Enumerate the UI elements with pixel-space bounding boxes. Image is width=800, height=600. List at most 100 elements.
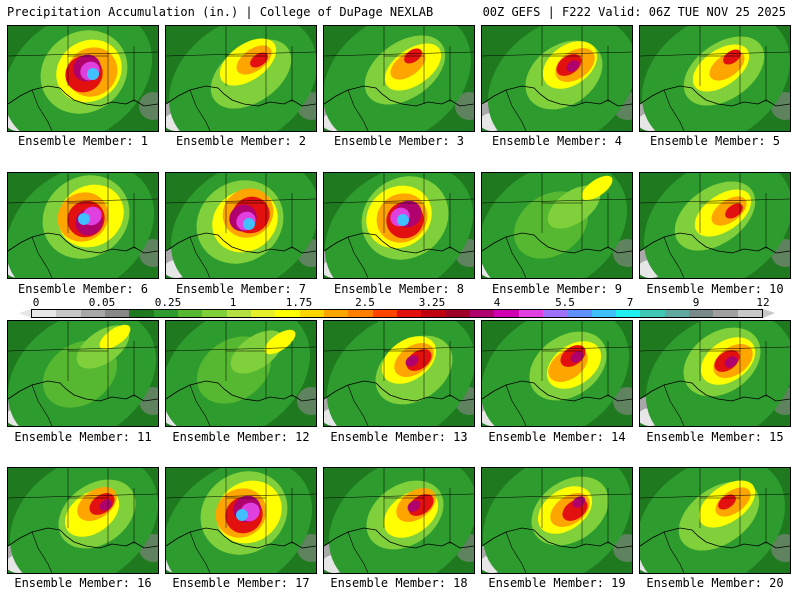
- ensemble-panel: [481, 467, 633, 574]
- precip-map: [324, 26, 474, 131]
- ensemble-member-label: Ensemble Member: 18: [330, 576, 468, 590]
- ensemble-member-label: Ensemble Member: 12: [172, 430, 310, 444]
- color-scale-cell: [664, 310, 689, 317]
- color-scale-tick-label: 0.05: [88, 296, 116, 309]
- ensemble-member-label: Ensemble Member: 1: [17, 134, 149, 148]
- ensemble-member-label: Ensemble Member: 14: [488, 430, 626, 444]
- precip-map: [166, 468, 316, 573]
- color-scale-cell: [275, 310, 300, 317]
- precip-map: [482, 321, 632, 426]
- precip-map: [166, 26, 316, 131]
- ensemble-panel: [165, 467, 317, 574]
- color-scale-cell: [713, 310, 738, 317]
- color-scale-tick-label: 7: [626, 296, 634, 309]
- model-run-info: 00Z GEFS | F222 Valid: 06Z TUE NOV 25 20…: [482, 5, 786, 19]
- color-scale-cell: [688, 310, 714, 317]
- ensemble-panel: [7, 320, 159, 427]
- ensemble-panel: [639, 320, 791, 427]
- ensemble-member-label: Ensemble Member: 15: [646, 430, 784, 444]
- ensemble-panel: [639, 172, 791, 279]
- color-scale-cell: [567, 310, 592, 317]
- color-scale-cell: [202, 310, 227, 317]
- color-scale-cell: [348, 310, 373, 317]
- ensemble-panel: [7, 467, 159, 574]
- ensemble-panel: [323, 172, 475, 279]
- color-scale-cell: [153, 310, 178, 317]
- color-scale-tick-label: 0.25: [154, 296, 182, 309]
- color-scale-cell: [421, 310, 446, 317]
- precip-map: [482, 468, 632, 573]
- precip-map: [482, 26, 632, 131]
- ensemble-member-label: Ensemble Member: 7: [175, 282, 307, 296]
- color-scale-cell: [80, 310, 105, 317]
- ensemble-member-label: Ensemble Member: 2: [175, 134, 307, 148]
- ensemble-member-label: Ensemble Member: 19: [488, 576, 626, 590]
- precip-map: [8, 468, 158, 573]
- color-scale-cell: [104, 310, 130, 317]
- precip-map: [166, 173, 316, 278]
- color-scale-tick-label: 9: [692, 296, 700, 309]
- ensemble-member-label: Ensemble Member: 13: [330, 430, 468, 444]
- color-scale-cell: [323, 310, 349, 317]
- ensemble-panel: [165, 25, 317, 132]
- ensemble-panel: [323, 25, 475, 132]
- color-scale-tick-label: 3.25: [418, 296, 446, 309]
- ensemble-member-label: Ensemble Member: 6: [17, 282, 149, 296]
- ensemble-panel: [323, 320, 475, 427]
- color-scale-tick-label: 5.5: [555, 296, 575, 309]
- ensemble-member-label: Ensemble Member: 17: [172, 576, 310, 590]
- ensemble-panel: [323, 467, 475, 574]
- color-scale-legend: 0 0.05 0.25 1 1.75 2.5 3.25 4 5.5 7 9 12: [0, 296, 800, 322]
- color-scale-bar: [31, 309, 763, 318]
- precip-map: [482, 173, 632, 278]
- ensemble-panel: [639, 25, 791, 132]
- precip-map: [8, 321, 158, 426]
- color-scale-cell: [518, 310, 543, 317]
- color-scale-cell: [445, 310, 470, 317]
- color-scale-tick-label: 0: [32, 296, 40, 309]
- map-title: Precipitation Accumulation (in.) | Colle…: [7, 5, 434, 19]
- precip-map: [324, 468, 474, 573]
- color-scale-cell: [177, 310, 203, 317]
- color-scale-cell: [129, 310, 154, 317]
- ensemble-panel: [165, 172, 317, 279]
- scale-min-arrow: [19, 309, 31, 318]
- ensemble-panel: [165, 320, 317, 427]
- color-scale-cell: [615, 310, 641, 317]
- ensemble-member-label: Ensemble Member: 16: [14, 576, 152, 590]
- ensemble-panel: [7, 172, 159, 279]
- ensemble-panel: [481, 25, 633, 132]
- ensemble-panel: [481, 172, 633, 279]
- ensemble-member-label: Ensemble Member: 11: [14, 430, 152, 444]
- precip-map: [324, 321, 474, 426]
- color-scale-cell: [640, 310, 665, 317]
- precip-map: [640, 173, 790, 278]
- precip-map: [324, 173, 474, 278]
- ensemble-member-label: Ensemble Member: 5: [649, 134, 781, 148]
- color-scale-cell: [542, 310, 568, 317]
- color-scale-cell: [226, 310, 251, 317]
- ensemble-panel: [7, 25, 159, 132]
- color-scale-cell: [737, 310, 762, 317]
- precip-map: [8, 173, 158, 278]
- color-scale-tick-label: 12: [756, 296, 770, 309]
- precip-map: [166, 321, 316, 426]
- color-scale-cell: [469, 310, 495, 317]
- ensemble-member-label: Ensemble Member: 8: [333, 282, 465, 296]
- scale-max-arrow: [763, 309, 775, 318]
- color-scale-cell: [372, 310, 397, 317]
- color-scale-cell: [250, 310, 276, 317]
- color-scale-cell: [591, 310, 616, 317]
- color-scale-cell: [494, 310, 519, 317]
- color-scale-tick-label: 1: [229, 296, 237, 309]
- ensemble-member-label: Ensemble Member: 10: [646, 282, 784, 296]
- precip-map: [640, 468, 790, 573]
- ensemble-panel: [639, 467, 791, 574]
- ensemble-panel: [481, 320, 633, 427]
- ensemble-member-label: Ensemble Member: 4: [491, 134, 623, 148]
- ensemble-member-label: Ensemble Member: 9: [491, 282, 623, 296]
- precip-map: [8, 26, 158, 131]
- ensemble-member-label: Ensemble Member: 3: [333, 134, 465, 148]
- precip-map: [640, 26, 790, 131]
- color-scale-cell: [56, 310, 81, 317]
